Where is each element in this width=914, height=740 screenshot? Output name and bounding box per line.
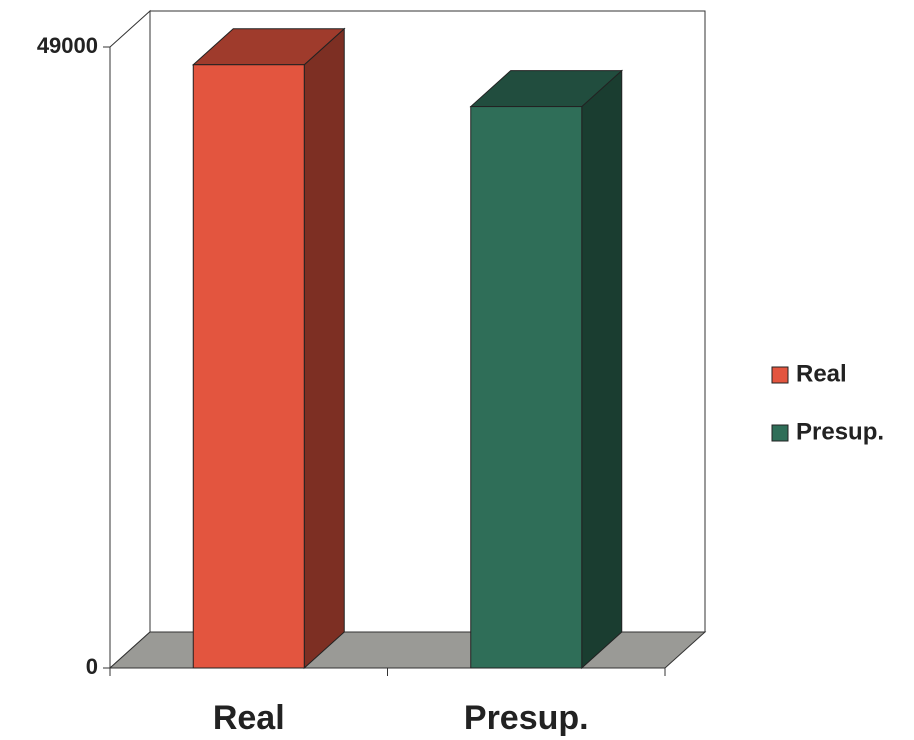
bar	[192, 64, 305, 669]
legend-swatch	[771, 424, 789, 442]
x-tick-label: Presup.	[464, 699, 589, 737]
side-wall	[109, 9, 151, 670]
y-tick-label: 0	[86, 654, 98, 679]
y-tick-label: 49000	[37, 33, 98, 58]
bar	[470, 106, 583, 669]
bar-side	[303, 27, 345, 670]
bar-side	[581, 69, 623, 670]
x-tick-label: Real	[213, 699, 285, 737]
legend-label: Presup.	[796, 418, 884, 445]
legend-swatch	[771, 366, 789, 384]
legend-label: Real	[796, 360, 847, 387]
